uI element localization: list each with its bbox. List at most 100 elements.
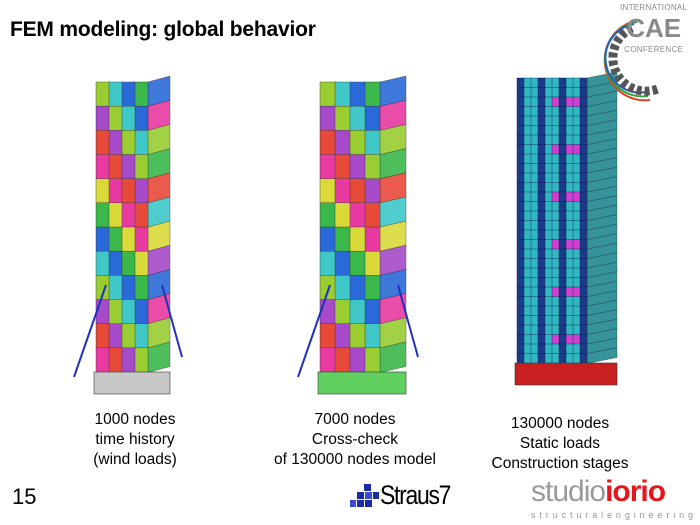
front-panel [565,334,574,345]
front-panel [579,315,588,326]
front-panel [523,296,532,307]
front-panel [364,202,381,228]
front-panel [572,315,581,326]
front-panel [579,258,588,269]
front-panel [579,296,588,307]
front-panel [95,130,110,156]
front-panel [537,248,546,260]
front-panel [572,239,581,250]
front-panel [565,201,574,212]
front-panel [537,353,546,364]
front-panel [565,315,574,326]
studio-tagline: structuralengineering [531,510,697,520]
front-panel [551,106,560,117]
front-panel [530,286,539,298]
caption-line: 7000 nodes [314,411,396,428]
front-panel [349,105,366,132]
front-panel [544,277,553,288]
front-panel [530,134,539,146]
front-panel [537,334,546,345]
front-panel [364,275,381,301]
front-panel [551,163,560,174]
front-panel [558,182,567,193]
front-panel [558,239,567,250]
front-panel [319,275,336,301]
front-panel [121,275,136,301]
front-panel [572,353,581,364]
front-panel [558,267,567,279]
front-panel [558,144,567,155]
front-panel [537,277,546,288]
front-panel [121,154,136,180]
front-panel [579,115,588,127]
caption-line: Static loads [519,435,601,452]
front-panel [544,134,553,146]
front-panel [319,178,336,204]
front-panel [134,250,149,277]
studio-wordmark: studio [531,475,606,508]
front-panel [95,178,110,204]
front-panel [537,239,546,250]
front-panel [565,296,574,307]
front-panel [523,353,532,364]
front-panel [551,343,560,355]
front-panel [572,134,581,146]
front-panel [108,250,123,277]
front-panel [537,267,546,279]
front-panel [134,202,149,228]
front-panel [565,267,574,279]
front-panel [530,115,539,127]
front-panel [551,286,560,298]
front-panel [319,81,336,107]
front-panel [544,201,553,212]
front-panel [558,134,567,146]
front-panel [558,258,567,269]
outrigger-brace [297,284,331,378]
front-panel [537,163,546,174]
front-panel [558,277,567,288]
front-panel [537,296,546,307]
front-panel [523,334,532,345]
front-panel [121,178,136,204]
front-panel [558,353,567,364]
front-panel [334,81,351,107]
front-panel [530,182,539,193]
front-panel [579,87,588,98]
front-panel [530,87,539,98]
front-panel [95,250,110,277]
front-panel [319,105,336,132]
front-panel [558,153,567,165]
front-panel [319,323,336,349]
front-panel [537,77,546,89]
front-panel [558,163,567,174]
front-panel [516,324,525,336]
front-panel [579,134,588,146]
front-panel [558,201,567,212]
front-panel [558,125,567,136]
front-panel [108,299,123,325]
caption-model-3: 130000 nodes Static loads Construction s… [475,414,645,474]
front-panel [134,347,149,373]
front-panel [544,182,553,193]
front-panel [334,154,351,180]
front-panel [537,172,546,184]
front-panel [516,191,525,203]
front-panel [544,353,553,364]
front-panel [516,305,525,317]
front-panel [334,226,351,252]
front-panel [516,296,525,307]
caption-line: (wind loads) [93,451,177,468]
straus7-grid-icon [350,483,379,507]
front-panel [544,286,553,298]
tower-base [317,371,407,395]
front-panel [530,334,539,345]
front-panel [537,210,546,222]
front-panel [530,172,539,184]
front-panel [516,277,525,288]
front-panel [108,202,123,228]
outrigger-brace [161,284,183,358]
front-panel [551,77,560,89]
front-panel [516,343,525,355]
fem-model-7000-nodes [297,75,419,395]
fem-model-1000-nodes [73,75,183,395]
